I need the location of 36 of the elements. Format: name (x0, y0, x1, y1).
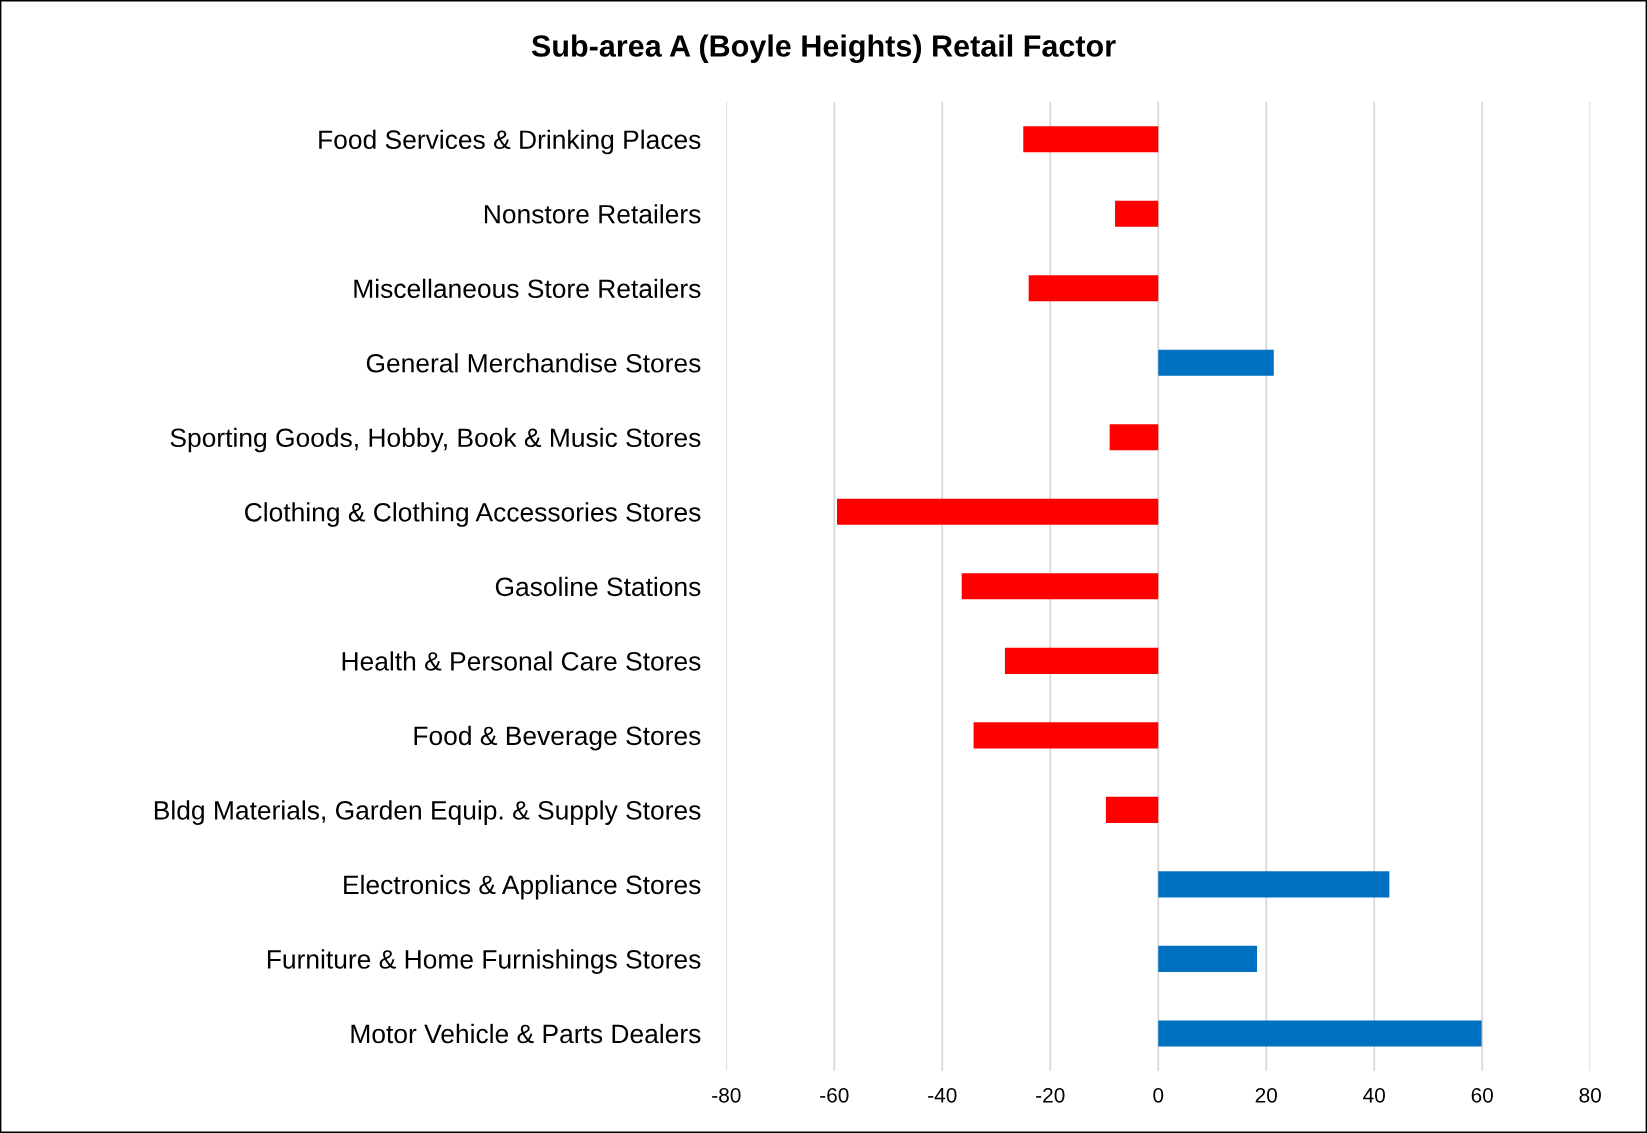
x-tick-label: 40 (1363, 1087, 1385, 1103)
y-tick-label: Nonstore Retailers (484, 204, 701, 224)
bar (1105, 796, 1159, 823)
bar (1158, 1020, 1482, 1047)
y-tick-label: Clothing & Clothing Accessories Stores (245, 502, 701, 527)
y-tick-label: Gasoline Stations (495, 576, 701, 597)
y-tick-label: Motor Vehicle & Parts Dealers (351, 1023, 701, 1044)
y-tick-label: Bldg Materials, Garden Equip. & Supply Stores (154, 800, 701, 825)
y-tick-label: Electronics & Appliance Stores (344, 874, 701, 900)
x-tick-label: 20 (1255, 1087, 1278, 1103)
x-tick-label: 60 (1471, 1087, 1493, 1103)
bar (1109, 424, 1159, 451)
bar (837, 498, 1159, 525)
bar (1023, 126, 1159, 153)
bar (1004, 647, 1159, 674)
bar (1158, 871, 1390, 898)
y-tick-label: Furniture & Home Furnishings Stores (267, 949, 701, 974)
y-tick-label: Miscellaneous Store Retailers (354, 278, 701, 299)
x-tick-label: 80 (1579, 1087, 1601, 1103)
chart-title: Sub-area A (Boyle Heights) Retail Factor (531, 34, 1116, 64)
bar (1158, 349, 1274, 376)
x-tick-label: -20 (1036, 1087, 1065, 1103)
x-tick-label: -60 (820, 1087, 849, 1103)
y-tick-label: Health & Personal Care Stores (342, 651, 701, 671)
bar (1028, 275, 1159, 302)
bar (973, 722, 1159, 749)
x-tick-label: -80 (712, 1087, 741, 1103)
bar (961, 573, 1159, 600)
y-tick-label: Food & Beverage Stores (414, 725, 701, 751)
y-tick-label: Food Services & Drinking Places (319, 129, 701, 155)
bar (1158, 945, 1258, 972)
x-tick-label: -40 (928, 1087, 957, 1103)
y-tick-label: Sporting Goods, Hobby, Book & Music Stores (170, 427, 701, 453)
bar (1115, 200, 1159, 227)
y-tick-label: General Merchandise Stores (366, 353, 701, 373)
x-tick-label: 0 (1153, 1087, 1164, 1103)
